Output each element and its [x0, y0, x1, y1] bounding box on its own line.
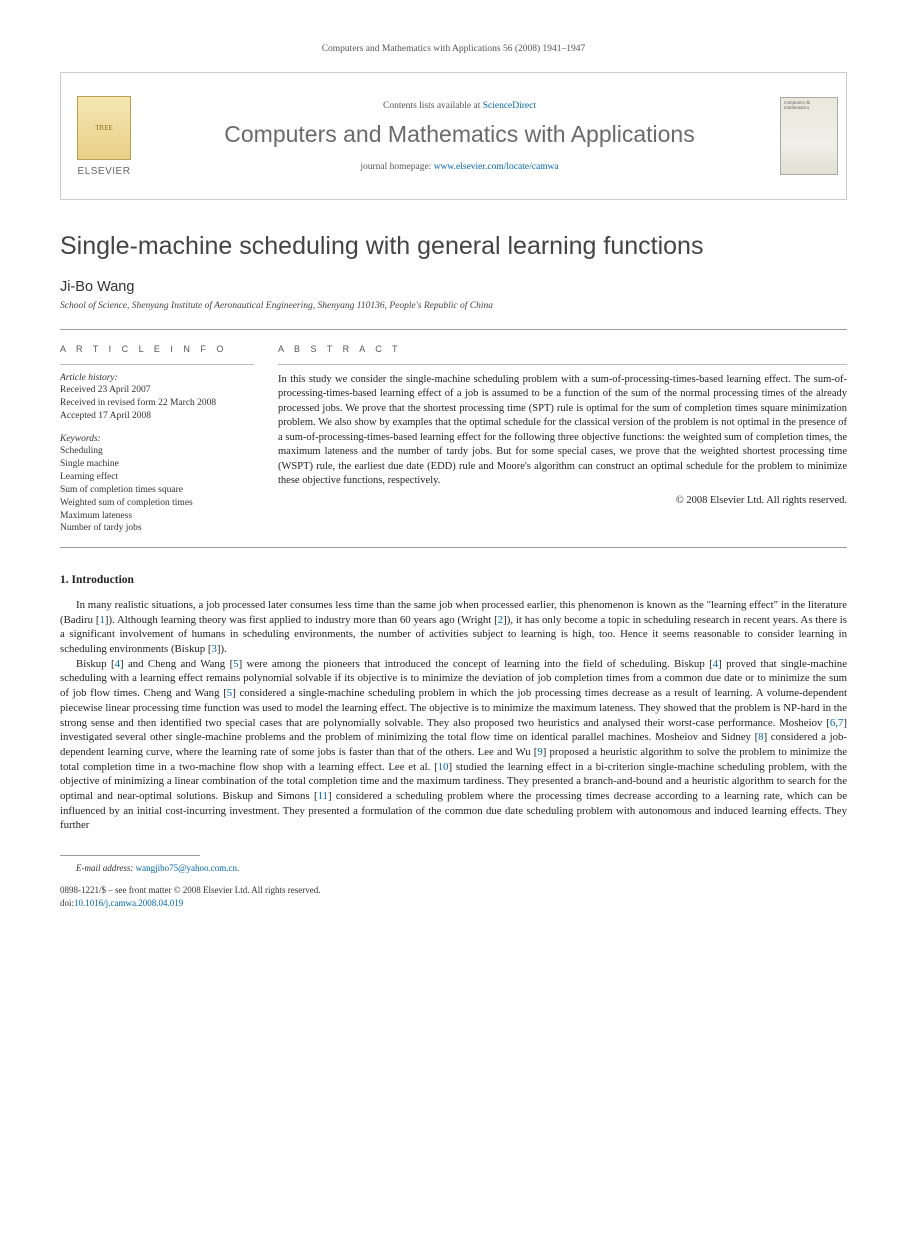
citation-ref[interactable]: 9	[537, 746, 542, 758]
citation-ref[interactable]: 5	[233, 658, 238, 670]
doi-label: doi:	[60, 898, 74, 908]
keyword: Maximum lateness	[60, 510, 254, 523]
keyword: Single machine	[60, 458, 254, 471]
citation-line: Computers and Mathematics with Applicati…	[60, 44, 847, 54]
article-title: Single-machine scheduling with general l…	[60, 232, 847, 261]
contents-available-line: Contents lists available at ScienceDirec…	[383, 101, 536, 111]
citation-ref[interactable]: 4	[115, 658, 120, 670]
keyword: Number of tardy jobs	[60, 522, 254, 535]
homepage-line: journal homepage: www.elsevier.com/locat…	[360, 162, 558, 172]
citation-ref[interactable]: 3	[211, 643, 216, 655]
doi-block: 0898-1221/$ – see front matter © 2008 El…	[60, 884, 847, 908]
abstract-column: A B S T R A C T In this study we conside…	[278, 344, 847, 535]
email-line: E-mail address: wangjibo75@yahoo.com.cn.	[60, 862, 847, 875]
keyword: Sum of completion times square	[60, 484, 254, 497]
history-revised: Received in revised form 22 March 2008	[60, 397, 254, 410]
article-info-column: A R T I C L E I N F O Article history: R…	[60, 344, 254, 535]
email-label: E-mail address:	[76, 863, 136, 873]
top-rule	[60, 329, 847, 330]
keyword: Scheduling	[60, 445, 254, 458]
homepage-prefix: journal homepage:	[360, 162, 433, 172]
abstract-head: A B S T R A C T	[278, 344, 847, 354]
publisher-label: ELSEVIER	[78, 166, 131, 177]
keyword: Weighted sum of completion times	[60, 497, 254, 510]
article-info-head: A R T I C L E I N F O	[60, 344, 254, 354]
author-name: Ji-Bo Wang	[60, 279, 847, 295]
sciencedirect-link[interactable]: ScienceDirect	[483, 101, 536, 111]
journal-header: TREE ELSEVIER Contents lists available a…	[60, 72, 847, 200]
citation-ref[interactable]: 6,7	[830, 717, 844, 729]
citation-ref[interactable]: 4	[713, 658, 718, 670]
homepage-link[interactable]: www.elsevier.com/locate/camwa	[434, 162, 559, 172]
citation-ref[interactable]: 10	[438, 761, 449, 773]
citation-ref[interactable]: 1	[99, 614, 104, 626]
issn-line: 0898-1221/$ – see front matter © 2008 El…	[60, 884, 847, 896]
header-center: Contents lists available at ScienceDirec…	[147, 73, 772, 199]
citation-ref[interactable]: 2	[498, 614, 503, 626]
intro-para-1: In many realistic situations, a job proc…	[60, 598, 847, 657]
doi-line: doi:10.1016/j.camwa.2008.04.019	[60, 897, 847, 909]
section-1-heading: 1. Introduction	[60, 574, 847, 586]
citation-ref[interactable]: 5	[227, 687, 232, 699]
citation-ref[interactable]: 8	[758, 731, 763, 743]
abstract-sub-rule	[278, 364, 847, 365]
history-received: Received 23 April 2007	[60, 384, 254, 397]
doi-link[interactable]: 10.1016/j.camwa.2008.04.019	[74, 898, 183, 908]
publisher-logo-block: TREE ELSEVIER	[61, 73, 147, 199]
author-affiliation: School of Science, Shenyang Institute of…	[60, 301, 847, 311]
citation-ref[interactable]: 11	[318, 790, 328, 802]
info-abstract-row: A R T I C L E I N F O Article history: R…	[60, 344, 847, 535]
info-sub-rule	[60, 364, 254, 365]
cover-thumbnail: computers & mathematics	[772, 73, 846, 199]
history-label: Article history:	[60, 373, 254, 383]
keyword: Learning effect	[60, 471, 254, 484]
footer-rule	[60, 855, 200, 856]
mid-rule	[60, 547, 847, 548]
contents-prefix: Contents lists available at	[383, 101, 483, 111]
cover-icon: computers & mathematics	[780, 97, 838, 175]
page-root: Computers and Mathematics with Applicati…	[0, 0, 907, 939]
intro-para-2: Biskup [4] and Cheng and Wang [5] were a…	[60, 657, 847, 833]
copyright-line: © 2008 Elsevier Ltd. All rights reserved…	[278, 495, 847, 506]
elsevier-tree-icon: TREE	[77, 96, 131, 160]
keywords-label: Keywords:	[60, 434, 254, 444]
abstract-text: In this study we consider the single-mac…	[278, 373, 847, 489]
journal-name: Computers and Mathematics with Applicati…	[224, 121, 694, 148]
history-accepted: Accepted 17 April 2008	[60, 410, 254, 423]
email-link[interactable]: wangjibo75@yahoo.com.cn	[136, 863, 237, 873]
